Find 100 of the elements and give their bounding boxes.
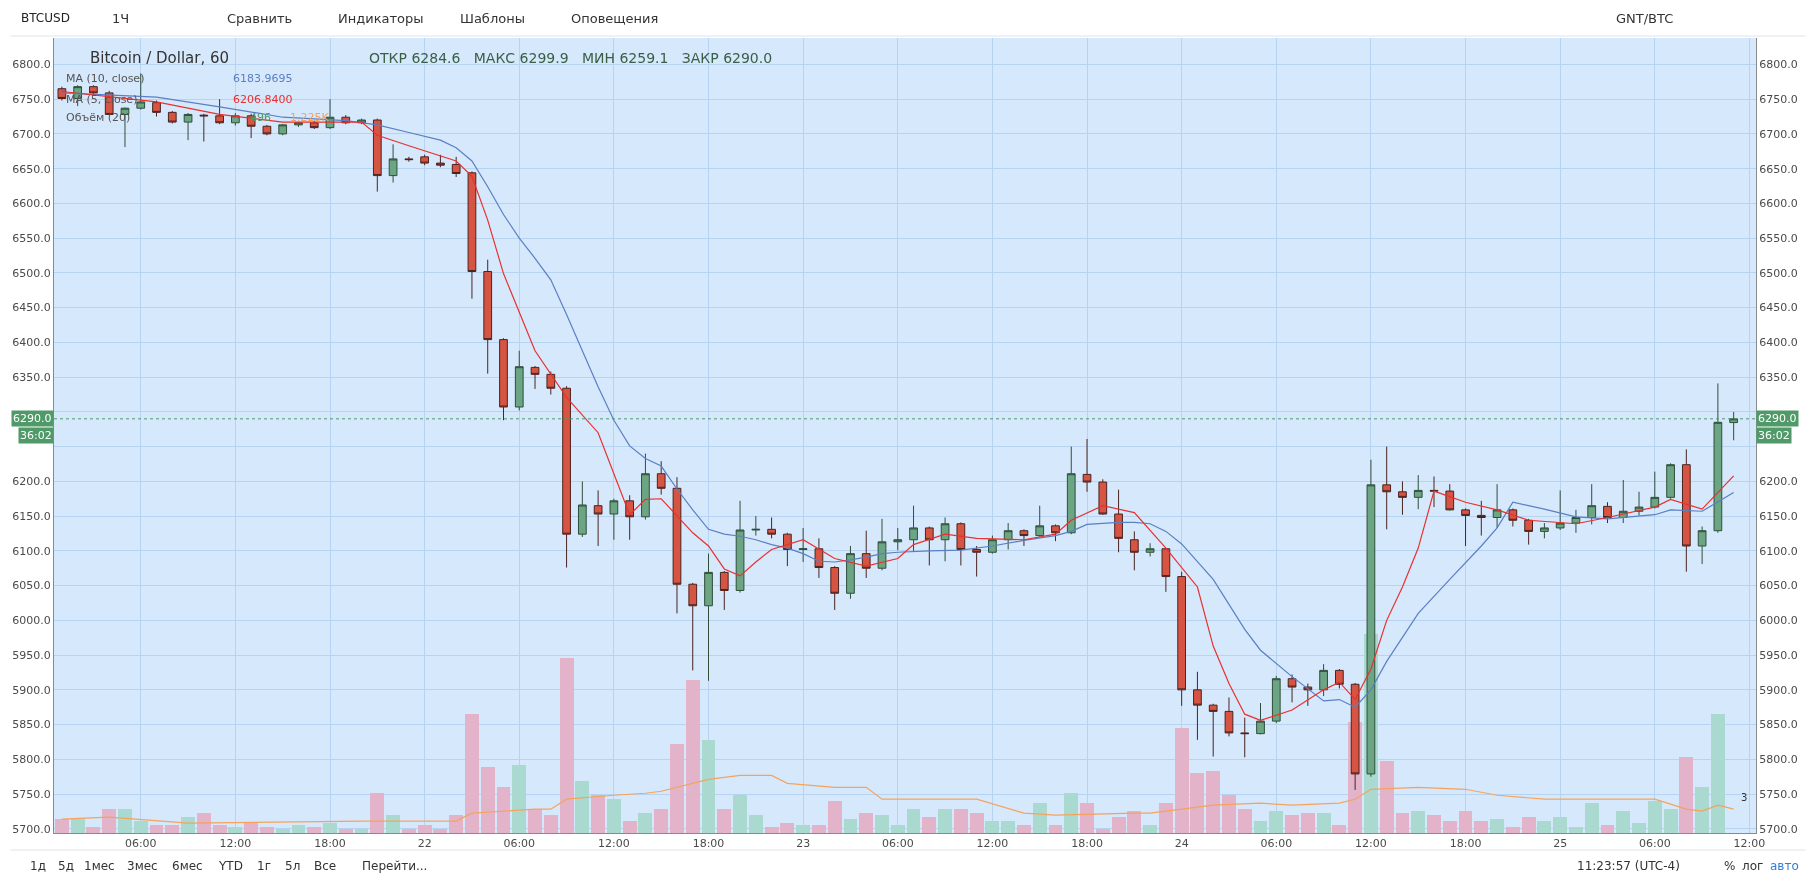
y-tick-label: 6000.0 (12, 614, 51, 628)
text: Оповещения (571, 11, 659, 26)
bar (1537, 821, 1551, 833)
y2-tick-label: 6450.0 (1759, 301, 1798, 315)
candlestick (1382, 446, 1392, 530)
candlestick (924, 526, 934, 566)
x-tick-label: 24 (1174, 837, 1189, 851)
bar (1159, 803, 1173, 833)
bar (213, 825, 227, 833)
bar (623, 821, 637, 833)
y-tick-label: 6400.0 (12, 336, 51, 350)
candlestick (1476, 500, 1486, 537)
text: Все (314, 859, 337, 873)
candlestick (1713, 382, 1723, 534)
candlestick (483, 259, 493, 375)
y2-tick-label: 5950.0 (1759, 648, 1798, 662)
bar (292, 825, 305, 833)
candlestick (814, 537, 824, 579)
y2-tick-label: 6500.0 (1759, 266, 1798, 280)
bar (1664, 809, 1678, 833)
bar (1206, 771, 1220, 833)
candlestick (1193, 671, 1202, 741)
candlestick (451, 156, 461, 178)
bar (134, 821, 148, 833)
candlestick (1461, 507, 1470, 547)
bar (686, 680, 700, 833)
x-tick-label: 06:00 (124, 837, 157, 851)
bar (907, 809, 920, 833)
candlestick (1003, 522, 1013, 550)
candlestick (499, 337, 508, 421)
bar (938, 809, 952, 833)
bar (150, 825, 163, 833)
bar (1269, 811, 1283, 833)
candlestick (830, 565, 840, 611)
bar (812, 825, 826, 833)
text: 6мес (172, 859, 203, 873)
text: 6290.0 (13, 412, 52, 425)
y-tick-label: 6450.0 (12, 301, 51, 315)
y2-tick-label: 6700.0 (1759, 127, 1798, 141)
text: 5л (285, 859, 301, 873)
candlestick (388, 143, 398, 184)
candlestick (1082, 438, 1092, 493)
y2-tick-label: 5700.0 (1759, 822, 1798, 836)
bar (260, 827, 274, 833)
annotation: 3 (1741, 792, 1748, 803)
bar (1459, 811, 1472, 833)
candlestick (1398, 480, 1407, 516)
bar (544, 815, 558, 833)
text: Шаблоны (460, 11, 525, 26)
text: 36:02 (20, 429, 52, 442)
bar (449, 815, 463, 833)
y2-tick-label: 5850.0 (1759, 718, 1798, 732)
y-tick-label: 6700.0 (12, 127, 51, 141)
bar (1049, 825, 1062, 833)
y2-tick-label: 6200.0 (1759, 475, 1798, 489)
y-tick-label: 6200.0 (12, 475, 51, 489)
text: 1Ч (112, 11, 130, 26)
candlestick (1413, 474, 1423, 510)
y-tick-label: 6050.0 (12, 579, 51, 593)
candlestick (641, 453, 650, 521)
y2-tick-label: 6100.0 (1759, 544, 1798, 558)
bar (1601, 825, 1614, 833)
candlestick (1571, 509, 1581, 534)
bar (1522, 817, 1536, 833)
x-tick-label: 23 (796, 837, 811, 851)
y2-tick-label: 6000.0 (1759, 614, 1798, 628)
candlestick (1051, 523, 1060, 542)
text: лог (1742, 859, 1764, 873)
candlestick (798, 527, 808, 563)
bar (875, 815, 889, 833)
y2-tick-label: 6800.0 (1759, 58, 1798, 72)
bar (71, 819, 85, 833)
candlestick (593, 489, 603, 547)
bar (55, 819, 69, 833)
candlestick (1555, 489, 1565, 531)
x-tick-label: 06:00 (503, 837, 536, 851)
candlestick (877, 518, 887, 571)
y-tick-label: 6150.0 (12, 509, 51, 523)
y-tick-label: 5700.0 (12, 822, 51, 836)
y-tick-label: 5750.0 (12, 787, 51, 801)
candlestick (1161, 547, 1171, 593)
bar (307, 827, 321, 833)
candlestick (688, 582, 698, 671)
candlestick (1587, 483, 1597, 525)
candlestick (940, 517, 950, 562)
bar (1616, 811, 1630, 833)
bar (1396, 813, 1409, 833)
bar (1222, 795, 1236, 833)
text: Индикаторы (338, 11, 424, 26)
bar (1569, 827, 1583, 833)
candlestick (1524, 518, 1533, 546)
bar (638, 813, 652, 833)
candlestick (893, 527, 903, 551)
bar (370, 793, 384, 833)
x-tick-label: 06:00 (881, 837, 914, 851)
y-tick-label: 6750.0 (12, 93, 51, 106)
bar (1695, 787, 1709, 833)
candlestick (1287, 674, 1297, 703)
candlestick (735, 500, 745, 594)
y-tick-label: 6650.0 (12, 162, 51, 176)
